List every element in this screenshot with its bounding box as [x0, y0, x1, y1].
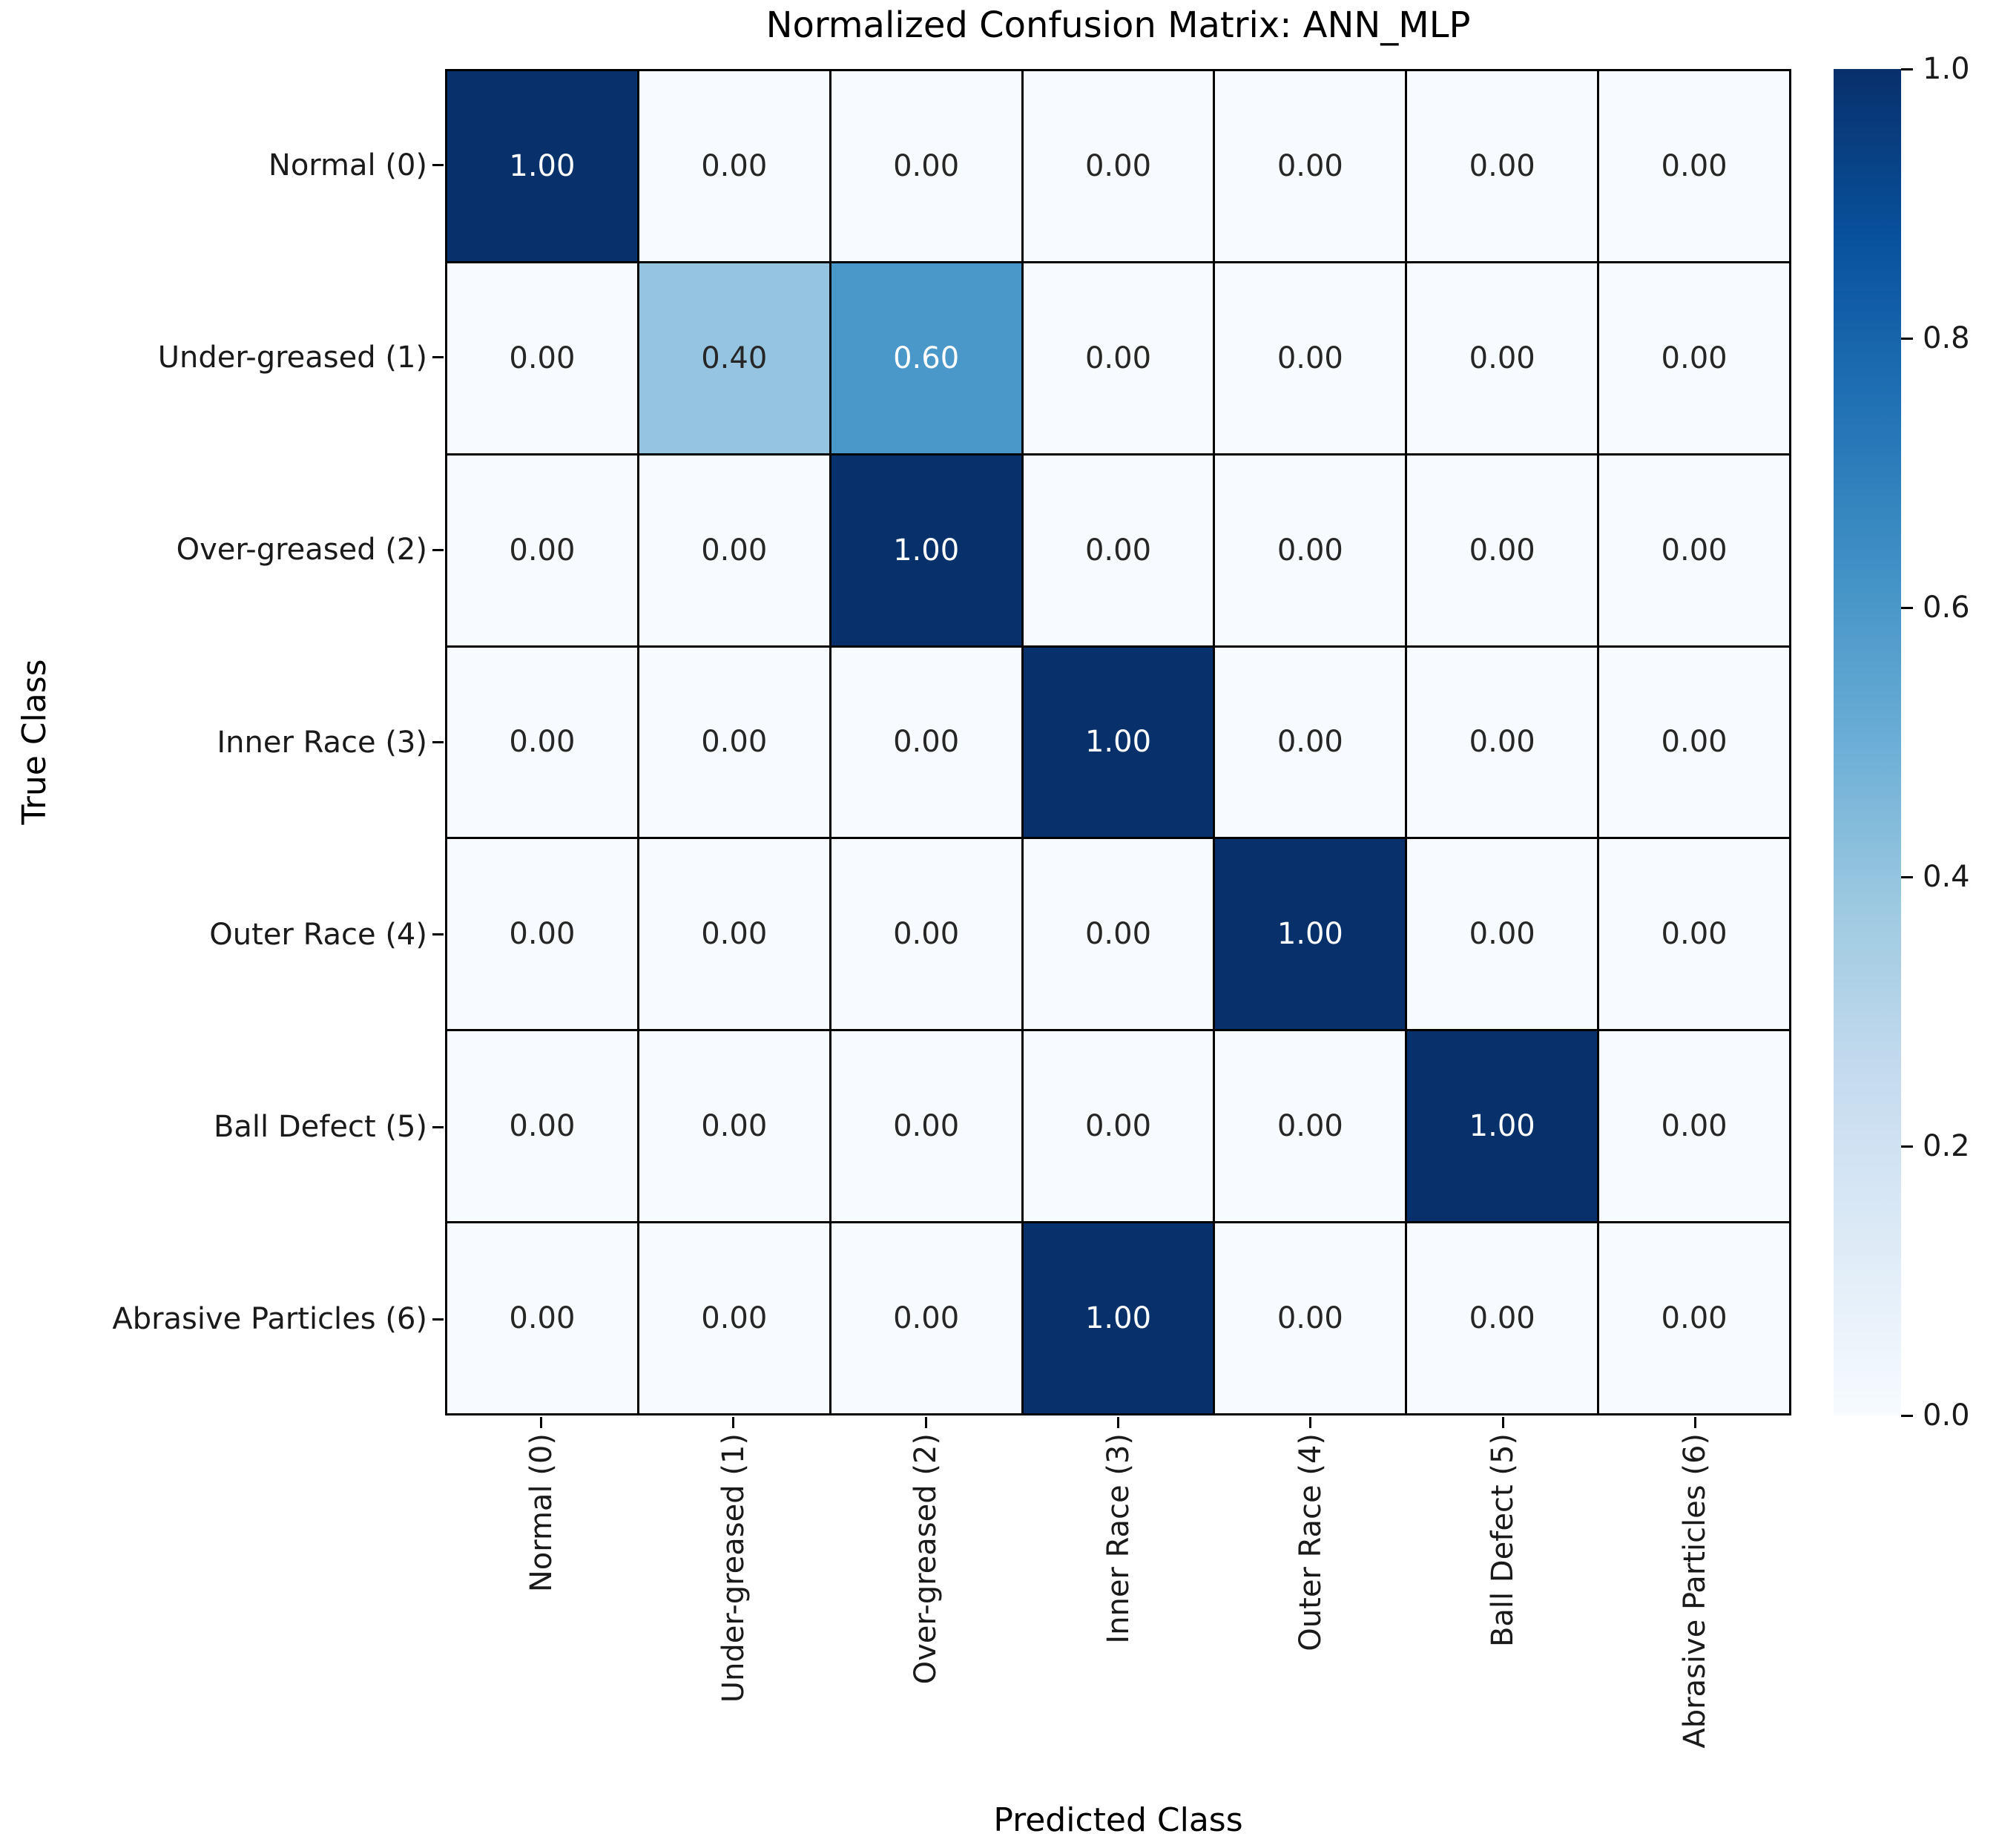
colorbar-tick-mark: [1901, 1145, 1913, 1148]
matrix-cell: 0.00: [639, 1031, 829, 1222]
matrix-cell: 1.00: [447, 71, 637, 261]
matrix-cell: 0.00: [447, 839, 637, 1030]
matrix-cell: 1.00: [1215, 839, 1406, 1030]
y-tick-mark: [432, 164, 444, 167]
matrix-cell: 0.00: [1599, 647, 1789, 838]
matrix-cell: 0.00: [1215, 1223, 1406, 1413]
y-tick-mark: [432, 933, 444, 936]
y-axis-title: True Class: [16, 659, 53, 825]
matrix-cell: 0.00: [1023, 839, 1213, 1030]
matrix-cell: 0.00: [1215, 1031, 1406, 1222]
matrix-cell: 1.00: [1023, 1223, 1213, 1413]
matrix-cell: 0.00: [1407, 1223, 1598, 1413]
y-tick-mark: [432, 548, 444, 551]
colorbar-tick-label: 0.4: [1923, 860, 1970, 894]
colorbar-tick-label: 0.0: [1923, 1398, 1970, 1433]
x-tick-mark: [1501, 1417, 1504, 1428]
colorbar-tick-mark: [1901, 1414, 1913, 1417]
matrix-cell: 0.00: [1215, 263, 1406, 453]
x-tick-mark: [540, 1417, 543, 1428]
matrix-cell: 0.60: [831, 263, 1021, 453]
matrix-cell: 0.00: [1599, 839, 1789, 1030]
matrix-cell: 0.00: [1599, 263, 1789, 453]
heatmap-grid: 1.00 0.00 0.00 0.00 0.00 0.00 0.00 0.00 0.40 0.60…: [445, 69, 1791, 1415]
matrix-cell: 0.00: [1407, 455, 1598, 645]
colorbar-tick-mark: [1901, 606, 1913, 609]
matrix-cell: 0.00: [639, 455, 829, 645]
matrix-cell: 0.00: [1023, 71, 1213, 261]
x-tick-label: Normal (0): [524, 1433, 559, 1593]
matrix-cell: 0.00: [639, 839, 829, 1030]
matrix-cell: 0.40: [639, 263, 829, 453]
matrix-cell: 0.00: [1599, 455, 1789, 645]
x-tick-label: Outer Race (4): [1293, 1433, 1328, 1651]
matrix-cell: 0.00: [639, 647, 829, 838]
matrix-cell: 0.00: [639, 1223, 829, 1413]
x-tick-label: Under-greased (1): [716, 1433, 751, 1703]
y-tick-label: Over-greased (2): [176, 533, 427, 568]
x-tick-label: Inner Race (3): [1101, 1433, 1136, 1644]
matrix-cell: 0.00: [1407, 263, 1598, 453]
y-tick-label: Normal (0): [268, 148, 427, 183]
matrix-cell: 0.00: [1215, 647, 1406, 838]
matrix-cell: 0.00: [639, 71, 829, 261]
matrix-cell: 0.00: [1407, 647, 1598, 838]
matrix-cell: 0.00: [447, 1223, 637, 1413]
colorbar-tick-mark: [1901, 337, 1913, 340]
matrix-cell: 1.00: [1407, 1031, 1598, 1222]
matrix-cell: 0.00: [831, 1031, 1021, 1222]
matrix-cell: 0.00: [1023, 455, 1213, 645]
matrix-cell: 1.00: [1023, 647, 1213, 838]
x-tick-label: Ball Defect (5): [1486, 1433, 1521, 1648]
x-tick-label: Abrasive Particles (6): [1678, 1433, 1713, 1749]
y-tick-mark: [432, 1125, 444, 1128]
matrix-cell: 0.00: [447, 1031, 637, 1222]
colorbar: [1834, 69, 1901, 1415]
matrix-cell: 0.00: [831, 647, 1021, 838]
matrix-cell: 0.00: [1215, 455, 1406, 645]
matrix-cell: 0.00: [1023, 1031, 1213, 1222]
y-tick-mark: [432, 356, 444, 359]
matrix-cell: 0.00: [1407, 71, 1598, 261]
matrix-cell: 0.00: [831, 71, 1021, 261]
chart-title: Normalized Confusion Matrix: ANN_MLP: [765, 4, 1471, 46]
y-tick-mark: [432, 1318, 444, 1321]
x-tick-label: Over-greased (2): [909, 1433, 943, 1685]
x-axis-title: Predicted Class: [993, 1801, 1243, 1839]
x-tick-mark: [1693, 1417, 1696, 1428]
y-tick-label: Inner Race (3): [217, 725, 427, 760]
matrix-cell: 0.00: [447, 263, 637, 453]
matrix-cell: 0.00: [831, 1223, 1021, 1413]
y-tick-label: Ball Defect (5): [213, 1110, 427, 1145]
matrix-cell: 0.00: [1599, 1031, 1789, 1222]
colorbar-tick-mark: [1901, 875, 1913, 878]
matrix-cell: 0.00: [1599, 1223, 1789, 1413]
matrix-cell: 0.00: [1023, 263, 1213, 453]
x-tick-mark: [732, 1417, 735, 1428]
y-tick-label: Abrasive Particles (6): [112, 1302, 427, 1337]
colorbar-tick-label: 1.0: [1923, 52, 1970, 86]
colorbar-tick-label: 0.8: [1923, 321, 1970, 355]
matrix-cell: 1.00: [831, 455, 1021, 645]
y-tick-mark: [432, 741, 444, 743]
x-tick-mark: [924, 1417, 927, 1428]
matrix-cell: 0.00: [447, 455, 637, 645]
colorbar-tick-mark: [1901, 68, 1913, 70]
matrix-cell: 0.00: [1215, 71, 1406, 261]
colorbar-tick-label: 0.2: [1923, 1129, 1970, 1163]
y-tick-label: Outer Race (4): [209, 917, 427, 952]
x-tick-mark: [1309, 1417, 1312, 1428]
matrix-cell: 0.00: [1407, 839, 1598, 1030]
colorbar-tick-label: 0.6: [1923, 591, 1970, 625]
matrix-cell: 0.00: [1599, 71, 1789, 261]
x-tick-mark: [1117, 1417, 1119, 1428]
matrix-cell: 0.00: [831, 839, 1021, 1030]
matrix-cell: 0.00: [447, 647, 637, 838]
y-tick-label: Under-greased (1): [157, 340, 427, 375]
